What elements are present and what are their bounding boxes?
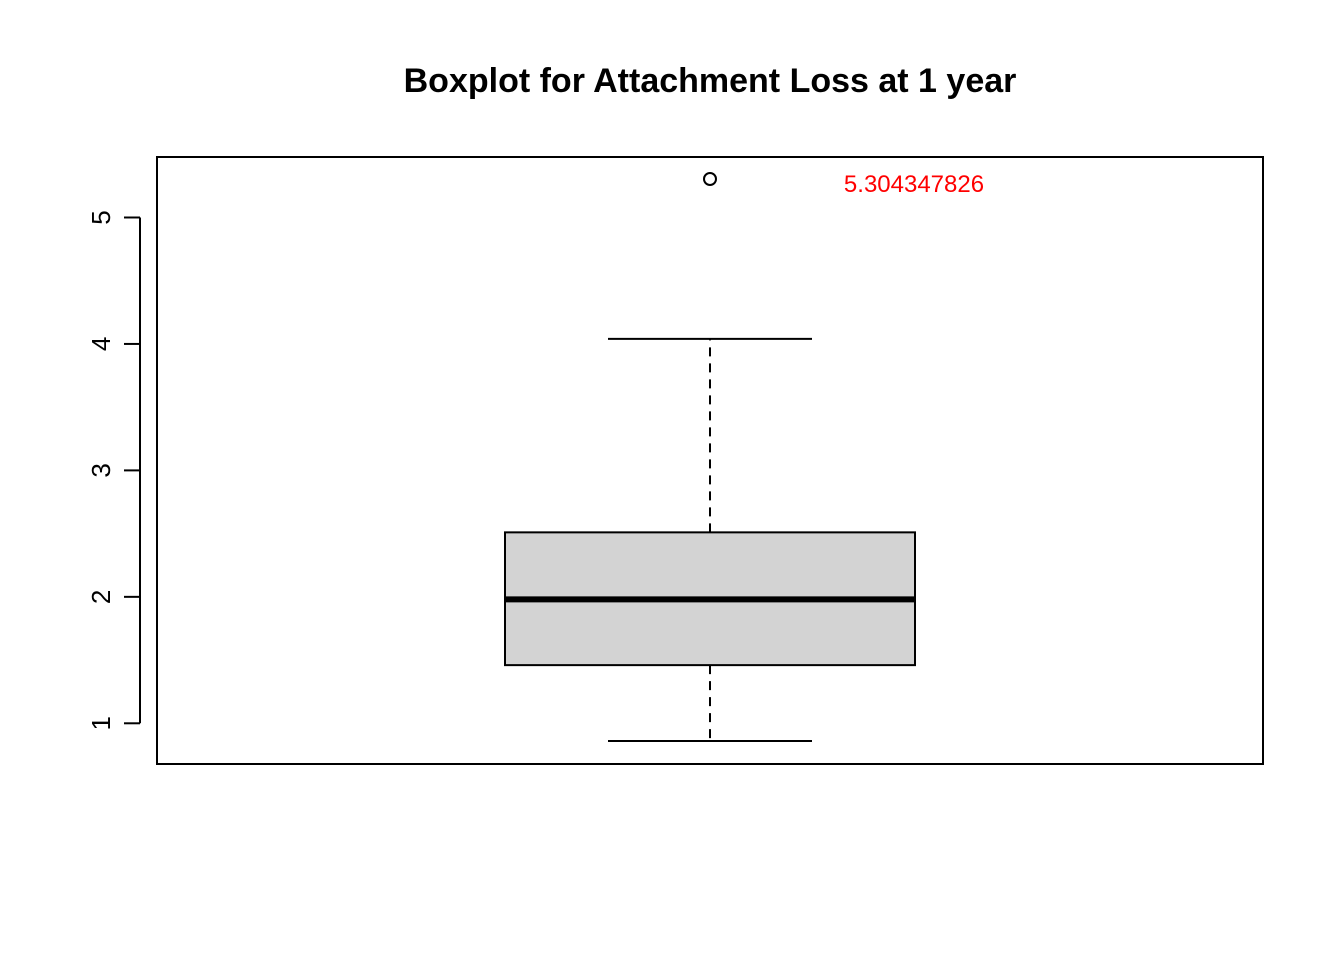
annotations: 5.304347826 (844, 171, 984, 198)
y-tick-label: 3 (86, 463, 116, 477)
y-tick-label: 5 (86, 210, 116, 224)
chart-title: Boxplot for Attachment Loss at 1 year (404, 62, 1017, 100)
outlier-point (703, 172, 717, 186)
y-tick-label: 2 (86, 590, 116, 604)
y-axis: 1 2 3 4 5 (86, 210, 141, 731)
box-group (504, 172, 916, 742)
y-tick-label: 1 (86, 716, 116, 730)
y-tick-label: 4 (86, 337, 116, 351)
outlier-value-label: 5.304347826 (844, 171, 984, 198)
plot-frame (156, 156, 1264, 765)
